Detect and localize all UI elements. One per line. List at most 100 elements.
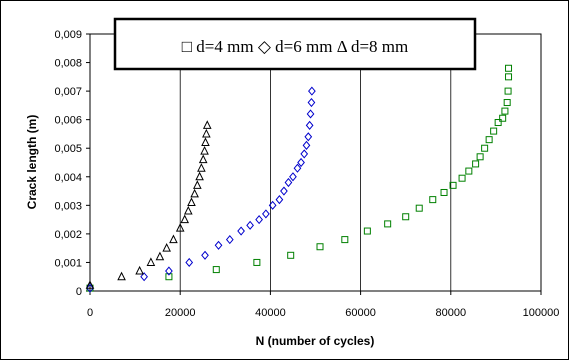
data-point: [212, 266, 220, 274]
data-point: [165, 266, 173, 276]
y-tick-label: 0,004: [54, 172, 82, 184]
data-point: [503, 99, 511, 107]
data-point: [481, 144, 489, 152]
legend-label-d6: d=6 mm: [275, 37, 332, 56]
y-tick-label: 0,009: [54, 29, 82, 41]
data-point: [297, 157, 305, 168]
data-point: [225, 235, 234, 245]
data-point: [193, 180, 202, 189]
x-axis-ticks: 0 20000 40000 60000 80000 100000: [87, 291, 559, 319]
data-point: [476, 153, 484, 161]
y-tick-label: 0,001: [54, 257, 82, 269]
x-tick-label: 80000: [436, 307, 467, 319]
data-point: [494, 119, 502, 127]
data-point: [275, 195, 284, 205]
data-point: [198, 154, 208, 164]
data-point: [300, 149, 309, 159]
data-point: [187, 197, 196, 206]
data-point: [185, 257, 194, 268]
legend-symbol-square: □: [182, 37, 192, 56]
data-point: [472, 160, 480, 168]
data-point: [449, 181, 457, 189]
data-point: [201, 137, 210, 147]
data-point: [195, 171, 204, 181]
data-point: [485, 136, 493, 144]
data-point: [316, 243, 324, 251]
data-point: [308, 86, 316, 96]
data-point: [307, 97, 316, 108]
data-point: [202, 120, 212, 129]
data-point: [162, 243, 171, 252]
legend-symbol-diamond: ◇: [258, 37, 272, 56]
legend: □ d=4 mm ◇ d=6 mm Δ d=8 mm: [113, 17, 477, 71]
data-point: [135, 265, 144, 275]
y-tick-label: 0,007: [54, 86, 82, 98]
data-point: [190, 188, 199, 198]
gridlines: [179, 34, 452, 291]
y-tick-label: 0,006: [54, 115, 82, 127]
data-point: [415, 204, 423, 212]
y-axis-ticks: 0 0,001 0,002 0,003 0,004 0,005 0,006 0,007 0,00…: [54, 29, 90, 298]
data-point: [504, 87, 512, 95]
y-tick-label: 0,005: [54, 143, 82, 155]
data-point: [262, 209, 270, 219]
x-tick-label: 0: [87, 307, 93, 319]
plot-area: [89, 33, 542, 292]
data-point: [402, 213, 410, 221]
x-tick-label: 20000: [165, 307, 196, 319]
data-point: [200, 145, 209, 155]
data-point: [175, 223, 185, 232]
data-point: [306, 109, 315, 119]
data-point: [490, 127, 498, 135]
data-point: [237, 226, 245, 236]
legend-box: [113, 17, 477, 71]
data-point: [499, 114, 507, 122]
data-point: [289, 172, 297, 182]
data-point: [429, 196, 437, 204]
series-square: [86, 64, 513, 292]
series-triangle: [85, 120, 212, 289]
data-point: [140, 272, 148, 282]
data-point: [458, 174, 466, 182]
data-point: [384, 220, 392, 228]
data-point: [197, 163, 206, 172]
data-point: [180, 214, 190, 224]
data-point: [155, 251, 165, 261]
data-point: [117, 271, 126, 281]
y-tick-label: 0,002: [54, 229, 82, 241]
data-point: [501, 107, 509, 115]
data-point: [284, 177, 293, 188]
data-point: [169, 234, 178, 244]
data-point: [246, 220, 254, 230]
data-point: [253, 258, 261, 266]
data-point: [146, 257, 156, 266]
data-point: [165, 273, 173, 281]
data-point: [280, 186, 288, 196]
y-tick-label: 0,008: [54, 58, 82, 70]
data-point: [184, 205, 193, 215]
data-point: [268, 200, 277, 210]
data-point: [302, 140, 311, 150]
x-tick-label: 60000: [345, 307, 376, 319]
series-diamond: [86, 86, 316, 293]
data-point: [465, 167, 473, 175]
data-point: [440, 188, 448, 196]
data-point: [363, 227, 371, 235]
y-tick-label: 0: [76, 286, 82, 298]
data-point: [341, 236, 349, 244]
data-point: [304, 132, 313, 142]
legend-symbol-delta: Δ: [337, 37, 348, 56]
data-point: [85, 280, 95, 289]
data-markers: [85, 64, 513, 293]
data-point: [202, 128, 211, 138]
y-axis-title: Crack length (m): [25, 115, 39, 210]
data-point: [287, 251, 295, 259]
x-tick-label: 40000: [255, 307, 286, 319]
legend-entries: □ d=4 mm ◇ d=6 mm Δ d=8 mm: [182, 37, 409, 56]
y-tick-label: 0,003: [54, 200, 82, 212]
legend-label-d4: d=4 mm: [196, 37, 253, 56]
x-axis-title: N (number of cycles): [256, 334, 375, 348]
data-point: [293, 163, 302, 173]
data-point: [86, 283, 94, 293]
